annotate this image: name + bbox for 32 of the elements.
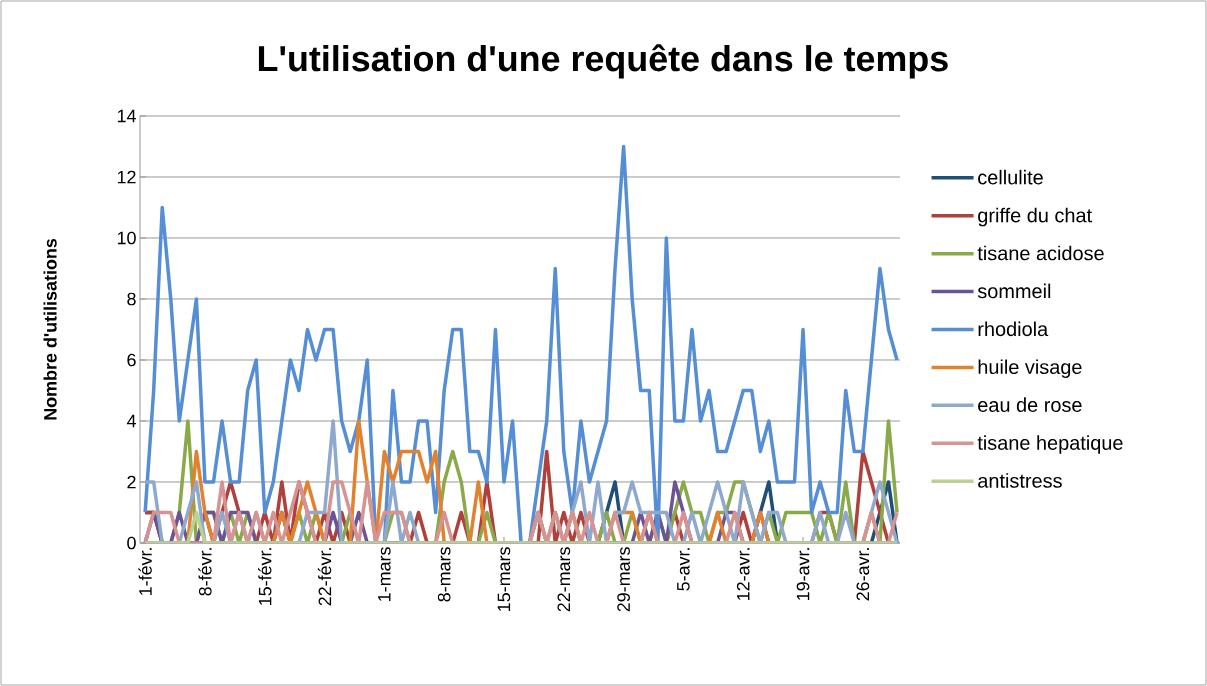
legend-label: sommeil [977,283,1051,299]
y-tick-label: 14 [117,109,136,123]
legend-label: antistress [978,473,1062,488]
x-tick-label: 22-févr. [317,548,332,606]
legend-label: griffe du chat [978,207,1092,227]
x-tick-label: 5-avr. [677,548,690,591]
legend-label: tisane acidose [977,245,1104,261]
legend-label: cellulite [978,169,1043,185]
y-tick-label: 6 [127,353,136,367]
x-tick-label: 1-févr. [138,548,152,595]
x-tick-label: 12-avr. [736,548,750,600]
y-tick-label: 10 [117,231,136,245]
x-tick-label: 15-févr. [258,548,272,605]
legend-label: tisane hepatique [977,435,1123,454]
y-tick-label: 12 [117,170,136,184]
legend-label: rhodiola [978,321,1049,337]
y-tick-label: 2 [127,475,136,489]
x-tick-label: 8-févr. [198,548,212,596]
legend-label: eau de rose [978,397,1082,412]
x-tick-label: 1-mars [378,547,391,601]
y-tick-label: 8 [127,292,136,306]
x-tick-label: 26-avr. [856,548,870,601]
legend-label: huile visage [978,359,1082,379]
y-tick-label: 4 [126,414,136,428]
y-axis-title: Nombre d'utilisations [43,238,57,420]
x-tick-label: 29-mars [617,547,630,612]
x-tick-label: 8-mars [437,547,451,602]
x-tick-label: 15-mars [497,547,511,611]
x-tick-label: 22-mars [557,547,571,612]
chart-title: L'utilisation d'une requête dans le temps [258,44,948,79]
x-tick-label: 19-avr. [796,548,810,600]
y-tick-label: 0 [127,536,136,550]
